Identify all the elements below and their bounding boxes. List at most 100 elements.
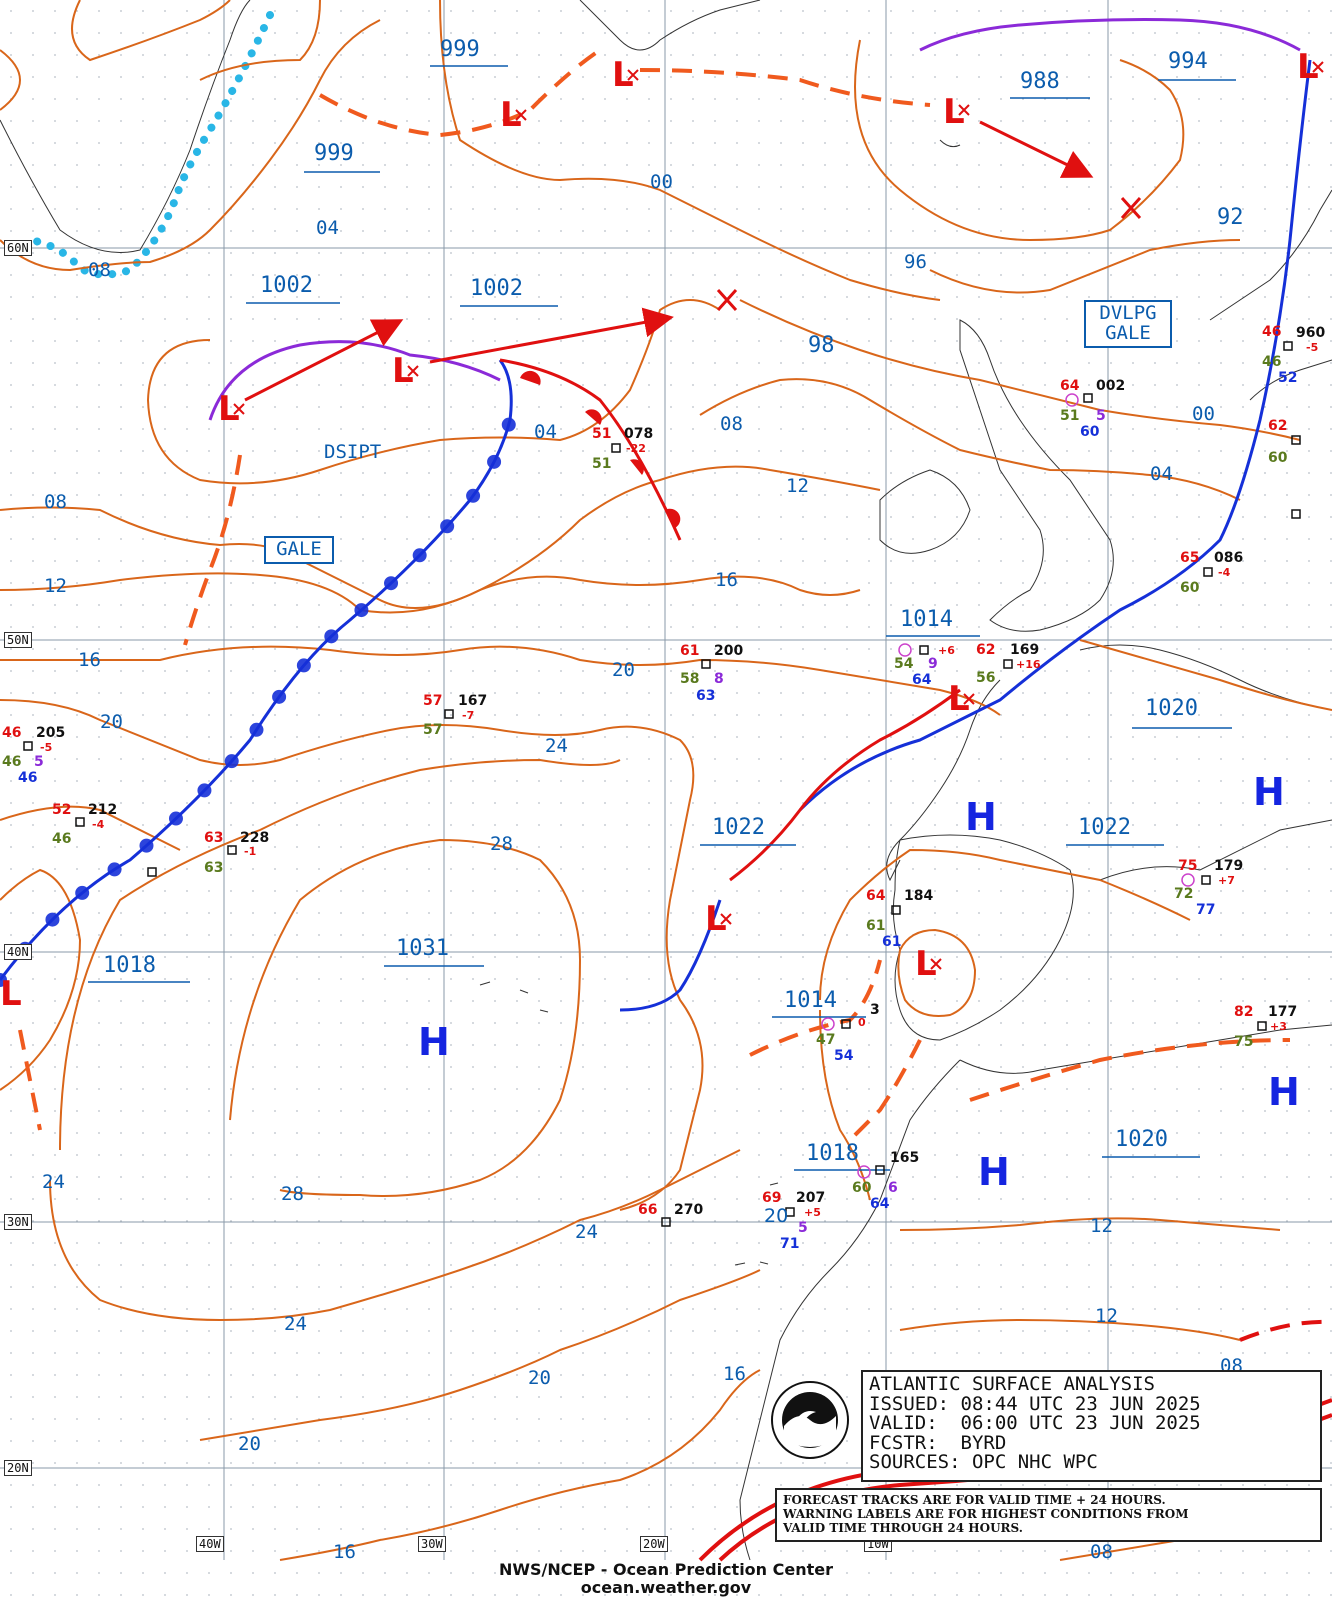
center-label: 1018 [103,953,156,978]
station-value: 77 [1196,902,1215,918]
note-line2: WARNING LABELS ARE FOR HIGHEST CONDITION… [783,1507,1189,1521]
center-label: 1018 [806,1141,859,1166]
isobar-label: 24 [575,1221,598,1243]
analysis-info-box: ATLANTIC SURFACE ANALYSIS ISSUED: 08:44 … [861,1370,1322,1482]
station-value: 60 [1080,424,1100,440]
isobar-label: 28 [490,833,513,855]
station-value: 46 [18,770,37,786]
station-value: -5 [40,741,52,754]
station-value: 51 [1060,408,1079,424]
lat-label-60n: 60N [4,240,32,256]
svg-text:L: L [0,974,22,1014]
station-value: 58 [680,671,699,687]
station-value: 5 [798,1220,808,1236]
station-value: 61 [866,918,885,934]
info-forecaster: FCSTR: BYRD [869,1431,1007,1454]
svg-text:H: H [978,1150,1010,1194]
station-value: 62 [976,642,995,658]
isobar-label: 20 [100,711,123,733]
lat-label-30n: 30N [4,1214,32,1230]
station-plot: 3 0 47 54 [816,1002,880,1064]
station-value: 54 [894,656,914,672]
station-value: 086 [1214,550,1243,566]
station-value: 60 [1268,450,1288,466]
svg-text:L: L [392,351,414,391]
station-value: 46 [2,725,21,741]
station-value: +7 [1218,874,1235,887]
station-value: 179 [1214,858,1243,874]
station-value: -22 [626,442,646,455]
isobar-label: 28 [281,1183,304,1205]
station-value: 57 [423,693,442,709]
center-label: 999 [314,141,354,166]
lon-label-20w: 20W [640,1536,668,1552]
svg-text:L: L [218,389,240,429]
note-line3: VALID TIME THROUGH 24 HOURS. [783,1521,1023,1535]
station-value: 64 [870,1196,890,1212]
note-line1: FORECAST TRACKS ARE FOR VALID TIME + 24 … [783,1493,1166,1507]
station-value: 66 [638,1202,657,1218]
station-value: 3 [870,1002,880,1018]
isobar-label: 96 [904,251,927,273]
station-value: 62 [1268,418,1287,434]
isobar-label: 16 [78,649,101,671]
isobar-label: 00 [650,171,673,193]
center-label: 1020 [1145,696,1198,721]
center-label: 1031 [396,936,449,961]
station-value: 56 [976,670,995,686]
station-plot: 65 086 -4 60 [1180,550,1243,596]
isobar-label: 20 [612,659,635,681]
station-plot: 51 078 -22 51 [592,426,653,472]
station-value: 57 [423,722,442,738]
svg-text:L: L [500,95,522,135]
station-value: 0 [858,1016,866,1029]
isobar-label: 20 [528,1367,551,1389]
isobars [0,0,1332,1561]
isobar-label: 16 [715,569,738,591]
info-sources: SOURCES: OPC NHC WPC [869,1451,1098,1473]
station-value: 64 [1060,378,1080,394]
station-value: 5 [1096,408,1106,424]
footer-website[interactable]: ocean.weather.gov [580,1578,752,1597]
station-value: +6 [938,644,955,657]
gale-warning-box: GALE [264,536,334,564]
station-value: 75 [1178,858,1197,874]
forecast-tracks [244,120,1094,402]
station-value: -7 [462,709,474,722]
station-value: 52 [52,802,71,818]
isobar-label: 04 [1150,463,1173,485]
isobar-label: 16 [333,1541,356,1563]
pressure-center-labels: 999 999 988 994 1002 1002 1014 1022 1014… [88,37,1236,1171]
lat-label-50n: 50N [4,632,32,648]
center-label-92: 92 [1217,205,1244,230]
info-valid: VALID: 06:00 UTC 23 JUN 2025 [869,1412,1201,1434]
station-value: 207 [796,1190,825,1206]
isobar-label: 24 [42,1171,65,1193]
gale-label: GALE [276,538,322,560]
station-value: 9 [928,656,938,672]
station-value: 71 [780,1236,799,1252]
station-value: 270 [674,1202,703,1218]
station-value: 72 [1174,886,1193,902]
station-value: 46 [1262,354,1281,370]
isobar-label: 98 [808,333,835,358]
forecast-x-marks [716,196,1142,312]
isobar-label: 08 [1090,1541,1113,1563]
station-plot: 64 184 61 61 [866,888,933,950]
isobar-label: 24 [284,1313,307,1335]
dvlpg-label-line1: DVLPG [1099,302,1157,324]
footer-agency: NWS/NCEP - Ocean Prediction Center [498,1560,834,1579]
station-value: 20 [764,1205,788,1227]
station-plot: 75 179 +7 72 77 [1174,858,1243,918]
isobar-label: 00 [1192,403,1215,425]
center-label: 1020 [1115,1127,1168,1152]
station-value: 60 [1180,580,1200,596]
svg-text:H: H [1253,770,1285,814]
station-value: 51 [592,456,611,472]
station-plot: 62 60 [1268,418,1301,519]
developing-gale-warning-box: DVLPG GALE [1084,300,1172,348]
station-value: 167 [458,693,487,709]
high-symbols: H H H H H [418,770,1300,1194]
